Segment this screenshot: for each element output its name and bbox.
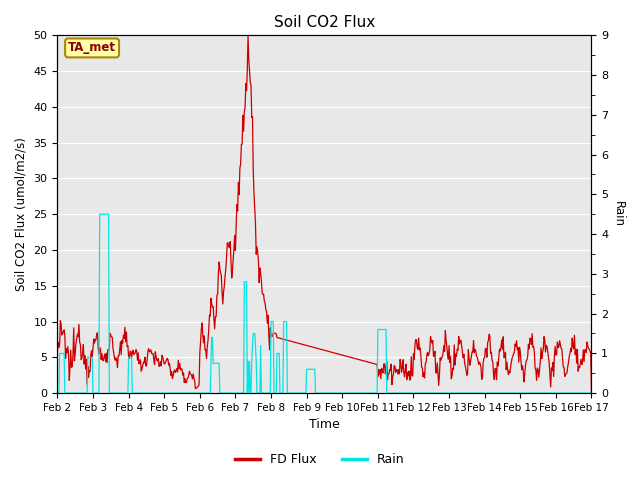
Text: TA_met: TA_met — [68, 41, 116, 54]
Y-axis label: Rain: Rain — [612, 201, 625, 227]
Legend: FD Flux, Rain: FD Flux, Rain — [230, 448, 410, 471]
Title: Soil CO2 Flux: Soil CO2 Flux — [274, 15, 375, 30]
Y-axis label: Soil CO2 Flux (umol/m2/s): Soil CO2 Flux (umol/m2/s) — [15, 137, 28, 291]
X-axis label: Time: Time — [309, 419, 340, 432]
